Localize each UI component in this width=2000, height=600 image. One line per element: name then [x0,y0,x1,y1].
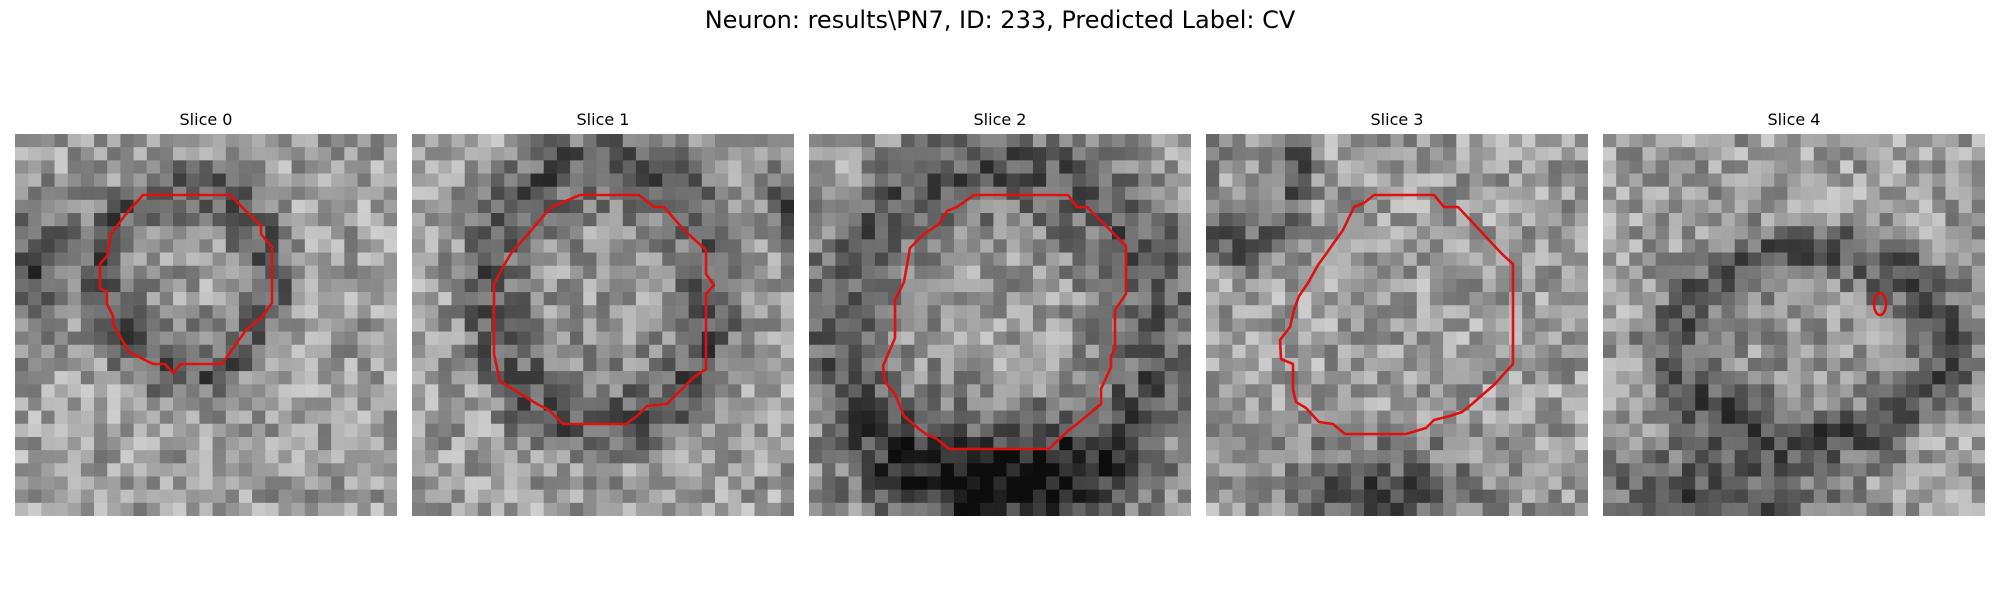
neuron-contour-0 [98,193,274,375]
neuron-contour-1 [492,193,716,426]
slice-image-2-svg [809,134,1191,516]
slice-image-0 [15,134,397,516]
slice-title-2: Slice 2 [973,110,1027,129]
slice-image-1 [412,134,794,516]
neuron-contour-2 [881,193,1128,451]
slice-panel-3: Slice 3 [1206,108,1588,516]
slice-image-3 [1206,134,1588,516]
neuron-contour-3 [1278,193,1515,436]
slice-title-0: Slice 0 [179,110,233,129]
slice-panel-2: Slice 2 [809,108,1191,516]
slice-image-3-svg [1206,134,1588,516]
slice-image-4-svg [1603,134,1985,516]
slice-title-1: Slice 1 [576,110,630,129]
neuron-contour-4 [1872,291,1888,317]
figure-title: Neuron: results\PN7, ID: 233, Predicted … [704,6,1296,34]
slice-panel-0: Slice 0 [15,108,397,516]
slice-title-4: Slice 4 [1767,110,1821,129]
slice-image-0-svg [15,134,397,516]
slice-title-3: Slice 3 [1370,110,1424,129]
slice-image-4 [1603,134,1985,516]
slice-panel-4: Slice 4 [1603,108,1985,516]
slice-image-1-svg [412,134,794,516]
slice-image-2 [809,134,1191,516]
slice-panel-1: Slice 1 [412,108,794,516]
